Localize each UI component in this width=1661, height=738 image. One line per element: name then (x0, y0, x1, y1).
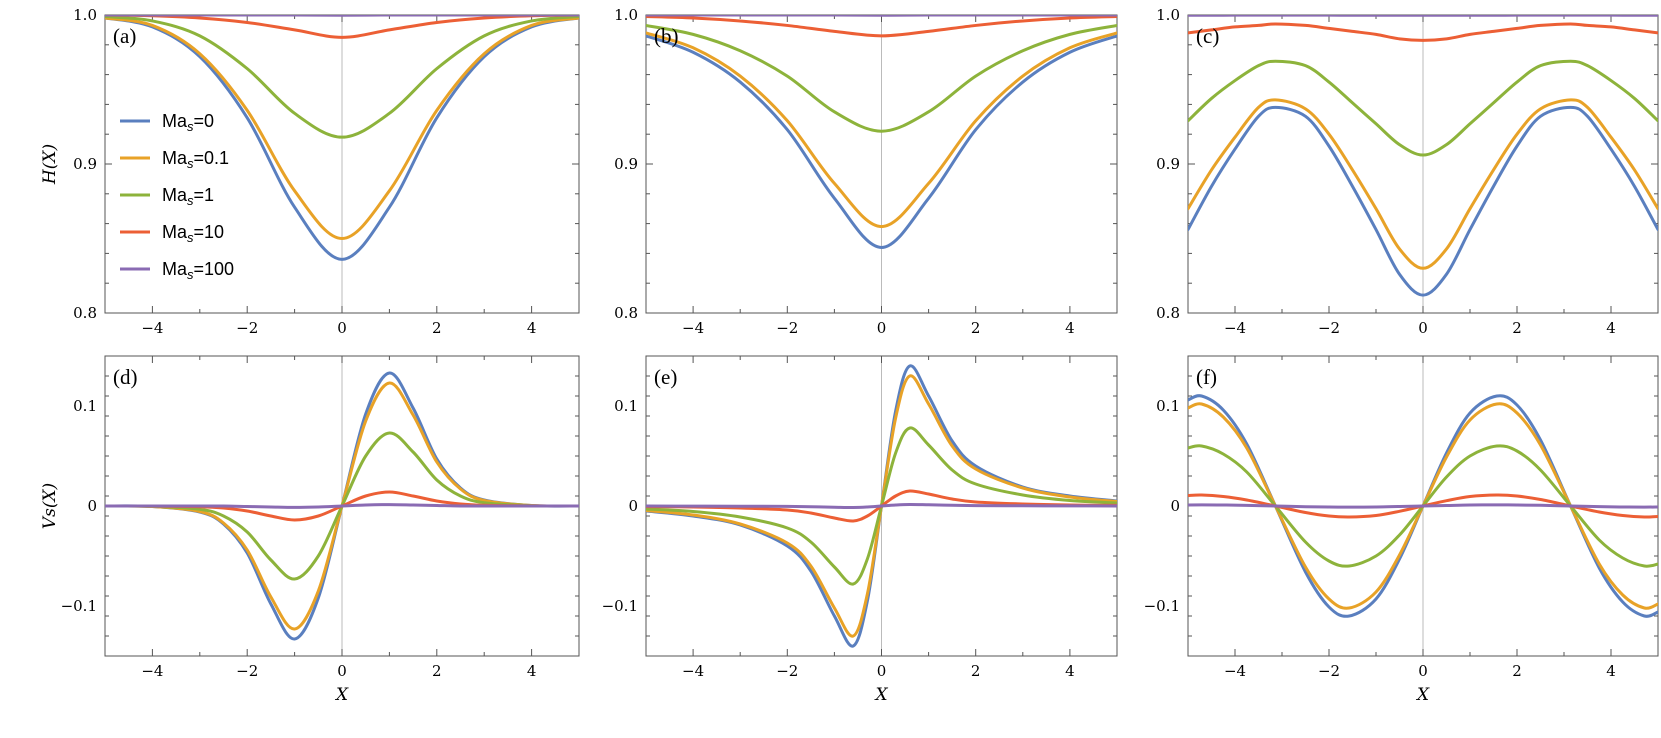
x-tick-label: −2 (236, 662, 258, 680)
x-tick-label: 4 (527, 662, 537, 680)
x-tick-label: −4 (682, 319, 704, 337)
y-tick-label: −0.1 (61, 597, 97, 615)
y-tick-label: 1.0 (614, 6, 638, 24)
x-tick-label: −4 (141, 662, 163, 680)
panel-label: (f) (1196, 365, 1217, 389)
x-tick-label: 4 (527, 319, 537, 337)
series-line-0 (646, 34, 1117, 249)
x-tick-label: 4 (1606, 319, 1616, 337)
y-tick-label: 0.8 (73, 304, 97, 322)
series-line-3 (1188, 22, 1658, 42)
x-tick-label: 4 (1606, 662, 1616, 680)
panel-a: −4 −2 0 2 4 0.8 0.9 1.0 (a) H(X) (40, 6, 580, 337)
x-tick-label: 4 (1065, 662, 1075, 680)
series-line-4 (105, 503, 579, 509)
series-line-3 (646, 15, 1117, 38)
x-tick-label: −2 (776, 319, 798, 337)
x-tick-label: 2 (432, 662, 442, 680)
y-axis-label: Vs(X) (40, 483, 60, 529)
panel-e: −4 −2 0 2 4 −0.1 0 0.1 (e) X (602, 355, 1118, 705)
x-tick-label: 2 (1512, 662, 1522, 680)
y-tick-label: 0.1 (1156, 397, 1180, 415)
series-line-3 (105, 15, 579, 39)
panel-label: (b) (654, 24, 679, 48)
series-line-4 (646, 502, 1117, 510)
legend-entry-2: Mas=1 (162, 185, 214, 208)
legend: Mas=0 Mas=0.1 Mas=1 Mas=10 Mas=100 (120, 111, 234, 282)
x-tick-label: −2 (1318, 662, 1340, 680)
y-tick-label: 0.8 (1156, 304, 1180, 322)
x-tick-label: 0 (877, 662, 887, 680)
panel-label: (d) (113, 365, 138, 389)
y-tick-label: 0.1 (73, 397, 97, 415)
x-axis-label: X (1415, 685, 1430, 705)
series-line-1 (646, 31, 1117, 229)
legend-entry-0: Mas=0 (162, 111, 214, 134)
x-axis-label: X (873, 685, 888, 705)
series-line-1 (1188, 98, 1658, 270)
y-tick-label: 0.9 (614, 155, 638, 173)
legend-entry-3: Mas=10 (162, 222, 224, 245)
x-tick-label: 2 (432, 319, 442, 337)
x-tick-label: −4 (1224, 319, 1246, 337)
legend-entry-1: Mas=0.1 (162, 148, 229, 171)
y-tick-label: −0.1 (1144, 597, 1180, 615)
series-line-4 (1188, 503, 1658, 509)
y-tick-label: −0.1 (602, 597, 638, 615)
x-tick-label: −2 (776, 662, 798, 680)
series-line-2 (646, 23, 1117, 133)
panel-b: −4 −2 0 2 4 0.8 0.9 1.0 (b) (614, 6, 1118, 337)
x-tick-label: −2 (1318, 319, 1340, 337)
series-line-0 (1188, 105, 1658, 297)
y-tick-label: 0.9 (1156, 155, 1180, 173)
panel-label: (c) (1196, 24, 1219, 48)
y-axis-label: H(X) (40, 144, 60, 185)
x-axis-label: X (334, 685, 349, 705)
x-tick-label: −4 (682, 662, 704, 680)
x-tick-label: 2 (971, 662, 981, 680)
panel-f: −4 −2 0 2 4 −0.1 0 0.1 (f) X (1144, 355, 1659, 705)
y-tick-label: 1.0 (73, 6, 97, 24)
x-tick-label: 2 (971, 319, 981, 337)
series-line-1 (105, 16, 579, 240)
panel-c: −4 −2 0 2 4 0.8 0.9 1.0 (c) (1156, 6, 1659, 337)
x-tick-label: 0 (1418, 662, 1428, 680)
series-line-0 (105, 16, 579, 261)
x-tick-label: 0 (877, 319, 887, 337)
y-tick-label: 0.8 (614, 304, 638, 322)
y-tick-label: 0.9 (73, 155, 97, 173)
x-tick-label: −2 (236, 319, 258, 337)
y-tick-label: 0 (87, 497, 97, 515)
panel-label: (a) (113, 24, 136, 48)
x-tick-label: 2 (1512, 319, 1522, 337)
y-tick-label: 1.0 (1156, 6, 1180, 24)
series-line-2 (105, 15, 579, 139)
panel-d: −4 −2 0 2 4 −0.1 0 0.1 (d) X Vs(X) (40, 355, 580, 705)
x-tick-label: 4 (1065, 319, 1075, 337)
x-tick-label: 0 (1418, 319, 1428, 337)
x-tick-label: −4 (1224, 662, 1246, 680)
panel-label: (e) (654, 365, 677, 389)
x-tick-label: −4 (141, 319, 163, 337)
x-tick-label: 0 (337, 662, 347, 680)
series-line-2 (1188, 59, 1658, 157)
y-tick-label: 0 (628, 497, 638, 515)
legend-entry-4: Mas=100 (162, 259, 234, 282)
x-tick-label: 0 (337, 319, 347, 337)
y-tick-label: 0 (1170, 497, 1180, 515)
y-tick-label: 0.1 (614, 397, 638, 415)
